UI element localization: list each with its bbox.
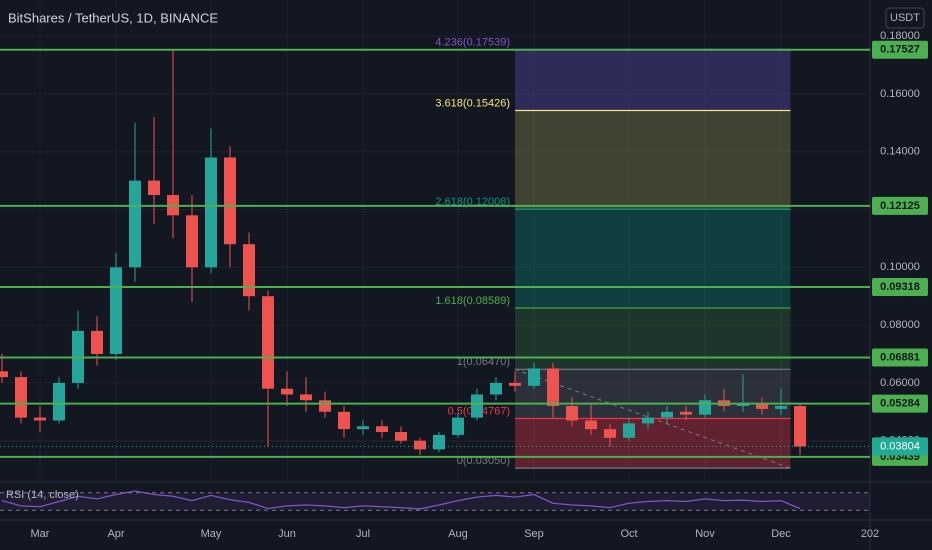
candle-body	[319, 400, 331, 412]
fib-label: 3.618(0.15426)	[435, 97, 510, 109]
candle-body	[661, 411, 673, 418]
candle-body	[471, 394, 483, 418]
candle-body	[775, 406, 787, 409]
level-label-box	[872, 40, 928, 59]
level-label: 0.12125	[880, 200, 920, 212]
level-label-box	[872, 278, 928, 297]
candle-body	[490, 382, 502, 395]
level-label-box	[872, 348, 928, 367]
fib-band	[515, 209, 791, 309]
candle-body	[53, 382, 65, 421]
fib-label: 0(0.03050)	[457, 455, 510, 467]
fib-band	[515, 110, 791, 210]
level-label-box	[872, 394, 928, 413]
y-tick-label: 0.16000	[880, 88, 920, 100]
x-tick-label: Nov	[695, 528, 715, 540]
fib-band	[515, 369, 791, 419]
chart-title: BitShares / TetherUS, 1D, BINANCE	[8, 10, 218, 25]
level-label: 0.05284	[880, 397, 921, 409]
x-tick-label: Aug	[448, 528, 468, 540]
fib-band	[515, 308, 791, 370]
x-tick-label: Jun	[278, 528, 296, 540]
x-tick-label: 202	[861, 528, 879, 540]
fib-label: 1(0.06470)	[457, 356, 510, 368]
fib-label: 4.236(0.17539)	[435, 36, 510, 48]
candle-body	[34, 417, 46, 421]
candle-body	[547, 368, 559, 407]
rsi-line	[1, 490, 801, 510]
candle-body	[642, 417, 654, 424]
y-tick-label: 0.10000	[880, 261, 920, 273]
candle-body	[680, 411, 692, 415]
candle-body	[452, 417, 464, 435]
candle-body	[15, 377, 27, 418]
x-tick-label: Oct	[620, 528, 637, 540]
rsi-label: RSI (14, close)	[6, 489, 79, 501]
y-tick-label: 0.06000	[880, 377, 920, 389]
last-price-box	[872, 437, 928, 456]
x-tick-label: May	[201, 528, 222, 540]
candle-body	[623, 423, 635, 438]
candle-body	[376, 426, 388, 433]
candle-body	[205, 157, 217, 268]
candle-body	[699, 400, 711, 415]
x-tick-label: Sep	[524, 528, 544, 540]
candle-body	[338, 411, 350, 430]
fib-label: 1.618(0.08589)	[435, 295, 510, 307]
candle-body	[281, 388, 293, 395]
level-label: 0.06881	[880, 351, 920, 363]
currency[interactable]: USDT	[890, 12, 920, 24]
candle-body	[224, 157, 236, 245]
candle-body	[433, 434, 445, 450]
level-label: 0.09318	[880, 281, 920, 293]
fib-band	[515, 418, 791, 469]
overlay: 0.180000.160000.140000.120000.100000.080…	[0, 30, 928, 540]
candle-body	[414, 440, 426, 450]
candle-body	[129, 180, 141, 268]
level-label: 0.17527	[880, 44, 920, 56]
candle-body	[794, 406, 806, 447]
fib-band	[515, 49, 791, 111]
x-tick-label: Apr	[107, 528, 124, 540]
candle-body	[756, 403, 768, 409]
candle-body	[186, 215, 198, 268]
x-tick-label: Mar	[31, 528, 50, 540]
y-tick-label: 0.14000	[880, 146, 920, 158]
candle-body	[0, 371, 8, 378]
level-label-box	[872, 196, 928, 215]
candle-body	[262, 296, 274, 389]
candle-body	[509, 382, 521, 386]
candle-body	[91, 330, 103, 355]
rsi-band	[0, 492, 870, 511]
x-tick-label: Jul	[356, 528, 370, 540]
candle-body	[243, 244, 255, 297]
plot-area: 0(0.03050)0.5(0.04767)1(0.06470)1.618(0.…	[0, 0, 870, 482]
y-tick-label: 0.18000	[880, 30, 920, 42]
candle-body	[357, 426, 369, 430]
candle-body	[148, 180, 160, 196]
last-price-label: 0.03804	[880, 440, 920, 452]
candle-body	[585, 420, 597, 430]
y-tick-label: 0.08000	[880, 319, 920, 331]
candle-body	[110, 267, 122, 355]
candle-body	[604, 429, 616, 438]
currency-box[interactable]	[885, 7, 925, 29]
candle-body	[300, 394, 312, 401]
candle-body	[566, 406, 578, 421]
candle-body	[528, 368, 540, 386]
candle-body	[395, 432, 407, 441]
x-tick-label: Dec	[771, 528, 791, 540]
